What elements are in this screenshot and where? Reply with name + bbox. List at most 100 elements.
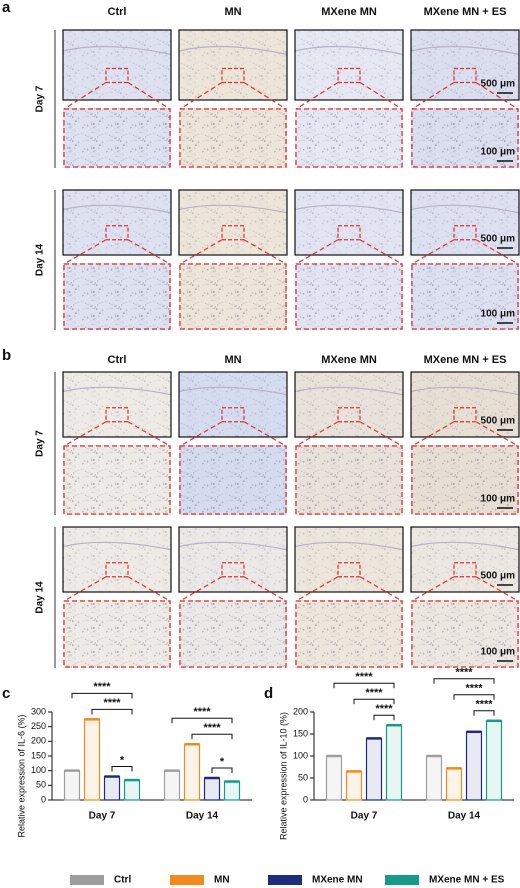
- significance-label: ****: [355, 671, 373, 683]
- y-tick-label: 50: [298, 772, 308, 782]
- y-tick-label: 250: [31, 721, 46, 731]
- significance-label: ****: [193, 706, 211, 718]
- scale-label: 100 μm: [481, 647, 516, 658]
- significance-bracket: [192, 734, 232, 739]
- image-texture: [179, 30, 287, 100]
- significance-label: ****: [93, 681, 111, 693]
- significance-bracket: [112, 767, 132, 772]
- legend-swatch: [170, 875, 204, 885]
- image-texture: [295, 263, 403, 330]
- image-texture: [295, 372, 403, 437]
- significance-label: ****: [365, 687, 383, 699]
- image-texture: [63, 30, 171, 100]
- image-texture: [295, 190, 403, 255]
- column-header: MXene MN + ES: [424, 354, 507, 366]
- bar: [185, 744, 200, 800]
- bar: [125, 780, 140, 800]
- significance-bracket: [212, 768, 232, 773]
- column-header: MXene MN: [321, 354, 377, 366]
- significance-label: ****: [203, 722, 221, 734]
- bar: [327, 756, 342, 800]
- bar: [85, 719, 100, 800]
- y-tick-label: 0: [303, 794, 308, 804]
- image-texture: [63, 445, 171, 515]
- column-header: Ctrl: [108, 354, 127, 366]
- row-label: Day 7: [35, 430, 46, 457]
- y-tick-label: 50: [36, 780, 46, 790]
- y-axis-label: Relative expression of IL-10 (%): [278, 712, 288, 840]
- image-texture: [179, 527, 287, 592]
- image-texture: [63, 527, 171, 592]
- bar: [105, 777, 120, 800]
- panel-letter: b: [2, 347, 11, 364]
- legend-swatch: [268, 875, 302, 885]
- y-tick-label: 200: [31, 736, 46, 746]
- x-tick-label: Day 14: [186, 811, 219, 822]
- image-texture: [295, 108, 403, 168]
- scale-label: 500 μm: [481, 79, 516, 90]
- image-texture: [63, 263, 171, 330]
- panel-letter: a: [2, 0, 11, 16]
- image-texture: [411, 600, 519, 668]
- image-texture: [179, 263, 287, 330]
- scale-label: 500 μm: [481, 234, 516, 245]
- significance-label: ****: [465, 683, 483, 695]
- significance-bracket: [434, 679, 494, 684]
- image-texture: [63, 600, 171, 668]
- x-tick-label: Day 7: [351, 811, 378, 822]
- y-axis-label: Relative expression of IL-6 (%): [16, 714, 26, 837]
- image-texture: [411, 190, 519, 255]
- row-label: Day 7: [35, 85, 46, 112]
- significance-label: ****: [103, 697, 121, 709]
- bar: [427, 756, 442, 800]
- legend-label: MXene MN: [312, 875, 363, 886]
- column-header: MN: [224, 354, 241, 366]
- row-label: Day 14: [35, 581, 46, 614]
- column-header: MXene MN + ES: [424, 6, 507, 18]
- y-tick-label: 100: [293, 750, 308, 760]
- legend-swatch: [385, 875, 419, 885]
- scale-label: 100 μm: [481, 309, 516, 320]
- column-header: MN: [224, 6, 241, 18]
- legend-label: MN: [214, 875, 230, 886]
- bar: [205, 778, 220, 800]
- significance-bracket: [92, 709, 132, 714]
- y-tick-label: 150: [293, 728, 308, 738]
- bar: [65, 771, 80, 800]
- bar: [225, 782, 240, 800]
- image-texture: [179, 108, 287, 168]
- y-tick-label: 300: [31, 706, 46, 716]
- image-texture: [411, 108, 519, 168]
- y-tick-label: 200: [293, 706, 308, 716]
- image-texture: [179, 600, 287, 668]
- y-tick-label: 150: [31, 750, 46, 760]
- bar: [467, 732, 482, 800]
- bar: [447, 768, 462, 800]
- bar: [367, 738, 382, 800]
- significance-label: *: [220, 756, 225, 768]
- y-tick-label: 0: [41, 794, 46, 804]
- column-header: Ctrl: [108, 6, 127, 18]
- panel-letter: d: [264, 685, 273, 702]
- image-texture: [411, 527, 519, 592]
- scale-label: 100 μm: [481, 147, 516, 158]
- y-tick-label: 100: [31, 765, 46, 775]
- image-texture: [295, 527, 403, 592]
- image-texture: [63, 108, 171, 168]
- significance-label: ****: [475, 699, 493, 711]
- image-texture: [295, 30, 403, 100]
- significance-bracket: [474, 711, 494, 716]
- image-texture: [63, 190, 171, 255]
- image-texture: [179, 190, 287, 255]
- significance-label: ****: [375, 703, 393, 715]
- significance-label: *: [120, 754, 125, 766]
- bar: [387, 725, 402, 800]
- bar: [347, 771, 362, 800]
- significance-label: ****: [455, 667, 473, 679]
- image-texture: [179, 445, 287, 515]
- scale-label: 500 μm: [481, 571, 516, 582]
- scale-label: 500 μm: [481, 416, 516, 427]
- row-label: Day 14: [35, 243, 46, 276]
- image-texture: [295, 600, 403, 668]
- panel-letter: c: [2, 685, 10, 702]
